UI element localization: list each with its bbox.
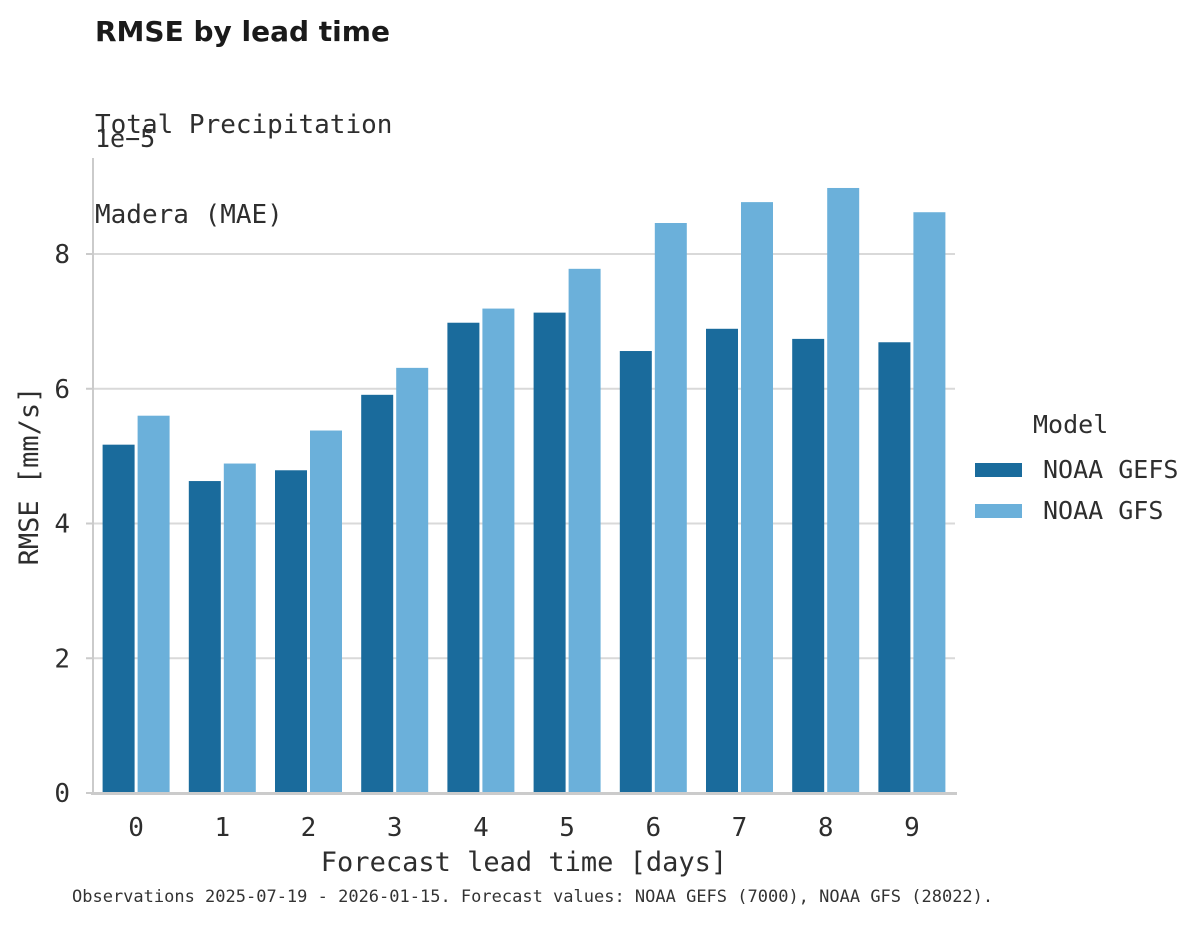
legend-item-noaa-gefs: NOAA GEFS xyxy=(975,455,1178,484)
x-tick-label-5: 5 xyxy=(559,813,575,843)
bar-noaa-gefs-lead-6 xyxy=(619,351,652,793)
bar-noaa-gfs-lead-7 xyxy=(741,202,773,794)
bar-noaa-gfs-lead-5 xyxy=(568,268,601,793)
x-tick-label-2: 2 xyxy=(301,813,317,843)
legend-label-noaa-gfs: NOAA GFS xyxy=(1043,496,1164,525)
y-tick-label-4: 4 xyxy=(54,510,70,540)
y-tick-label-8: 8 xyxy=(54,240,70,270)
bar-noaa-gefs-lead-5 xyxy=(533,312,566,793)
subtitle-line-1: Total Precipitation xyxy=(95,110,393,140)
chart-subtitle: Total Precipitation Madera (MAE) xyxy=(95,50,392,260)
bar-noaa-gefs-lead-8 xyxy=(792,338,825,793)
bar-noaa-gefs-lead-9 xyxy=(878,342,911,793)
bar-noaa-gefs-lead-4 xyxy=(447,322,480,793)
x-tick-label-7: 7 xyxy=(732,813,748,843)
bar-noaa-gefs-lead-2 xyxy=(275,470,307,793)
bar-noaa-gefs-lead-3 xyxy=(361,394,394,793)
bar-noaa-gfs-lead-1 xyxy=(223,463,256,793)
bar-noaa-gfs-lead-8 xyxy=(827,187,860,793)
x-tick-label-0: 0 xyxy=(128,813,144,843)
bar-noaa-gfs-lead-3 xyxy=(396,367,429,793)
y-axis-label: RMSE [mm/s] xyxy=(14,387,45,566)
legend-title: Model xyxy=(1033,410,1109,439)
bar-noaa-gefs-lead-1 xyxy=(188,481,221,793)
caption: Observations 2025-07-19 - 2026-01-15. Fo… xyxy=(72,887,994,907)
bar-noaa-gfs-lead-9 xyxy=(913,212,946,794)
x-tick-label-3: 3 xyxy=(387,813,403,843)
legend-swatch-noaa-gfs xyxy=(975,503,1022,518)
chart-title: RMSE by lead time xyxy=(95,15,390,48)
x-axis-label: Forecast lead time [days] xyxy=(321,847,727,878)
subtitle-line-2: Madera (MAE) xyxy=(95,200,283,230)
bar-noaa-gefs-lead-7 xyxy=(706,328,738,793)
legend-swatch-noaa-gefs xyxy=(975,462,1022,477)
y-tick-label-0: 0 xyxy=(54,779,70,809)
legend-label-noaa-gefs: NOAA GEFS xyxy=(1043,455,1179,484)
bar-noaa-gfs-lead-2 xyxy=(310,430,342,793)
y-tick-label-6: 6 xyxy=(54,375,70,405)
x-tick-label-4: 4 xyxy=(473,813,489,843)
x-tick-label-8: 8 xyxy=(818,813,834,843)
x-tick-label-9: 9 xyxy=(904,813,920,843)
bar-noaa-gefs-lead-0 xyxy=(102,444,135,793)
y-axis-offset-label: 1e−5 xyxy=(95,124,156,153)
x-tick-label-1: 1 xyxy=(214,813,230,843)
legend: Model NOAA GEFS NOAA GFS xyxy=(975,410,1178,537)
bar-noaa-gfs-lead-6 xyxy=(654,223,687,793)
x-tick-label-6: 6 xyxy=(645,813,661,843)
y-tick-label-2: 2 xyxy=(54,644,70,674)
legend-item-noaa-gfs: NOAA GFS xyxy=(975,496,1178,525)
bar-noaa-gfs-lead-0 xyxy=(137,415,170,793)
bar-noaa-gfs-lead-4 xyxy=(482,308,515,793)
